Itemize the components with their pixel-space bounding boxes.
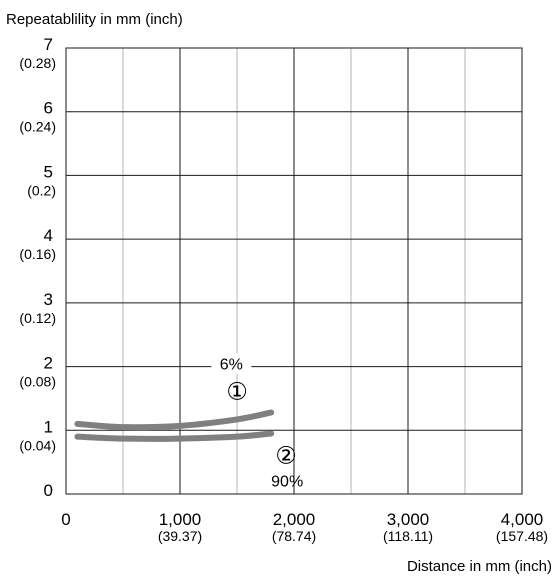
y-tick-sublabel: (0.04) [19, 437, 56, 453]
y-tick-sublabel: (0.24) [19, 119, 56, 135]
series-2-annotation: 90% [271, 473, 303, 490]
x-tick-label: 2,000 [273, 510, 316, 529]
x-tick-label: 3,000 [387, 510, 430, 529]
x-tick-label: 0 [61, 510, 70, 529]
y-tick-sublabel: (0.08) [19, 374, 56, 390]
y-tick-labels: 01(0.04)2(0.08)3(0.12)4(0.16)5(0.2)6(0.2… [19, 35, 56, 500]
x-tick-label: 4,000 [501, 510, 544, 529]
annotation-layer: 6% ① ② 90% [211, 353, 303, 490]
y-tick-label: 7 [44, 35, 53, 54]
x-axis-title: Distance in mm (inch) [407, 558, 552, 575]
x-tick-sublabel: (118.11) [383, 528, 433, 544]
y-tick-sublabel: (0.12) [19, 310, 56, 326]
y-tick-label: 2 [44, 354, 53, 373]
y-tick-label: 4 [44, 226, 53, 245]
y-tick-sublabel: (0.2) [27, 182, 56, 198]
y-tick-label: 1 [44, 417, 53, 436]
y-tick-label: 6 [44, 99, 53, 118]
x-tick-label: 1,000 [159, 510, 202, 529]
series-2-marker: ② [275, 442, 297, 469]
y-tick-label: 3 [44, 290, 53, 309]
series-1-marker: ① [226, 379, 248, 406]
y-tick-label: 0 [44, 481, 53, 500]
x-tick-sublabel: (39.37) [158, 528, 202, 544]
series-2-line [74, 430, 275, 442]
series-1-line [74, 409, 275, 431]
x-tick-sublabel: (78.74) [272, 528, 316, 544]
series-1-annotation: 6% [220, 357, 243, 374]
series-layer [74, 409, 275, 442]
x-tick-sublabel: (157.48) [496, 528, 548, 544]
y-axis-title: Repeatablility in mm (inch) [6, 11, 183, 28]
y-tick-sublabel: (0.16) [19, 246, 56, 262]
grid-major [66, 48, 522, 494]
y-tick-sublabel: (0.28) [19, 55, 56, 71]
x-tick-labels: 0 1,000(39.37) 2,000(78.74) 3,000(118.11) 4,… [61, 510, 548, 544]
plot-frame [65, 47, 523, 495]
annotation-bg [211, 353, 252, 374]
y-tick-label: 5 [44, 162, 53, 181]
